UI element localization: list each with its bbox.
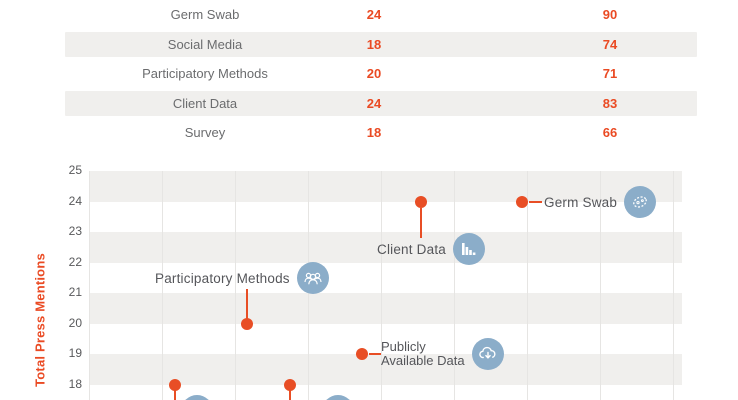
row-value-secondary: 83 xyxy=(602,95,618,111)
y-tick-18: 18 xyxy=(68,376,82,391)
point-label-text: Client Data xyxy=(377,241,446,257)
stem-germ-swab xyxy=(529,200,542,203)
y-tick-23: 23 xyxy=(68,224,82,238)
gridline xyxy=(673,171,674,400)
row-value-secondary: 90 xyxy=(602,7,618,22)
row-label: Social Media xyxy=(167,36,243,52)
row-value-secondary: 74 xyxy=(602,36,618,52)
table-row: Client Data 24 83 xyxy=(0,89,738,119)
point-label-text: Participatory Methods xyxy=(155,270,290,286)
point-label-line1: Publicly xyxy=(381,338,426,354)
row-label: Germ Swab xyxy=(170,7,240,22)
social-media-icon-partial xyxy=(181,395,213,400)
gridline xyxy=(454,171,455,400)
gridline xyxy=(235,171,236,400)
row-value-press: 24 xyxy=(366,95,382,111)
bar-chart-icon xyxy=(452,233,485,265)
row-value-press: 24 xyxy=(366,7,382,22)
y-tick-19: 19 xyxy=(68,346,82,360)
y-tick-20: 20 xyxy=(68,315,82,330)
y-tick-25: 25 xyxy=(68,163,82,177)
data-point-publicly-available-data xyxy=(356,348,368,360)
row-label: Participatory Methods xyxy=(142,66,268,81)
stem-publicly-available-data xyxy=(369,353,381,355)
gridline xyxy=(89,171,90,400)
y-tick-24: 24 xyxy=(68,193,82,208)
table-row: Survey 18 66 xyxy=(0,118,738,148)
y-axis-title: Total Press Mentions xyxy=(32,253,48,387)
row-value-press: 18 xyxy=(366,125,382,140)
stem-client-data xyxy=(420,208,422,238)
table-row: Participatory Methods 20 71 xyxy=(0,59,738,89)
data-point-social-media xyxy=(169,378,181,391)
methods-table: Germ Swab 24 90 Social Media 18 74 Parti… xyxy=(0,0,738,148)
survey-icon-partial xyxy=(322,395,354,400)
data-point-survey xyxy=(284,378,296,391)
stem-survey xyxy=(289,390,291,400)
row-value-secondary: 66 xyxy=(602,125,618,140)
gridline xyxy=(600,171,601,400)
point-label-text: Germ Swab xyxy=(544,194,618,210)
grid-band xyxy=(89,232,682,263)
people-group-icon xyxy=(296,262,329,294)
gridline xyxy=(381,171,382,400)
germ-icon xyxy=(624,186,657,218)
table-row: Social Media 18 74 xyxy=(0,30,738,60)
grid-band xyxy=(89,171,682,202)
cloud-download-icon xyxy=(471,338,504,370)
row-value-press: 20 xyxy=(366,66,382,81)
point-label-line2: Available Data xyxy=(381,353,465,368)
row-shading xyxy=(65,91,697,116)
point-label-text: Publicly Available Data xyxy=(381,338,465,369)
stem-social-media xyxy=(174,390,176,400)
row-label: Client Data xyxy=(172,95,238,111)
y-tick-22: 22 xyxy=(68,254,82,269)
grid-band xyxy=(89,354,682,385)
scatter-plot-area: Participatory Methods Client Data xyxy=(89,171,682,400)
row-value-press: 18 xyxy=(366,36,382,52)
row-value-secondary: 71 xyxy=(602,66,618,81)
data-point-germ-swab xyxy=(516,195,528,208)
table-row: Germ Swab 24 90 xyxy=(0,0,738,30)
grid-band xyxy=(89,293,682,324)
gridline xyxy=(162,171,163,400)
row-label: Survey xyxy=(184,125,226,140)
row-shading xyxy=(65,32,697,57)
data-point-client-data xyxy=(415,195,427,208)
data-point-participatory-methods xyxy=(241,317,253,330)
point-label-publicly-available-data: Publicly Available Data xyxy=(381,338,504,370)
gridline xyxy=(527,171,528,400)
point-label-client-data: Client Data xyxy=(377,233,485,265)
stem-participatory-methods xyxy=(246,289,248,319)
y-tick-21: 21 xyxy=(68,285,82,299)
point-label-participatory-methods: Participatory Methods xyxy=(155,262,329,294)
point-label-germ-swab: Germ Swab xyxy=(544,186,657,218)
